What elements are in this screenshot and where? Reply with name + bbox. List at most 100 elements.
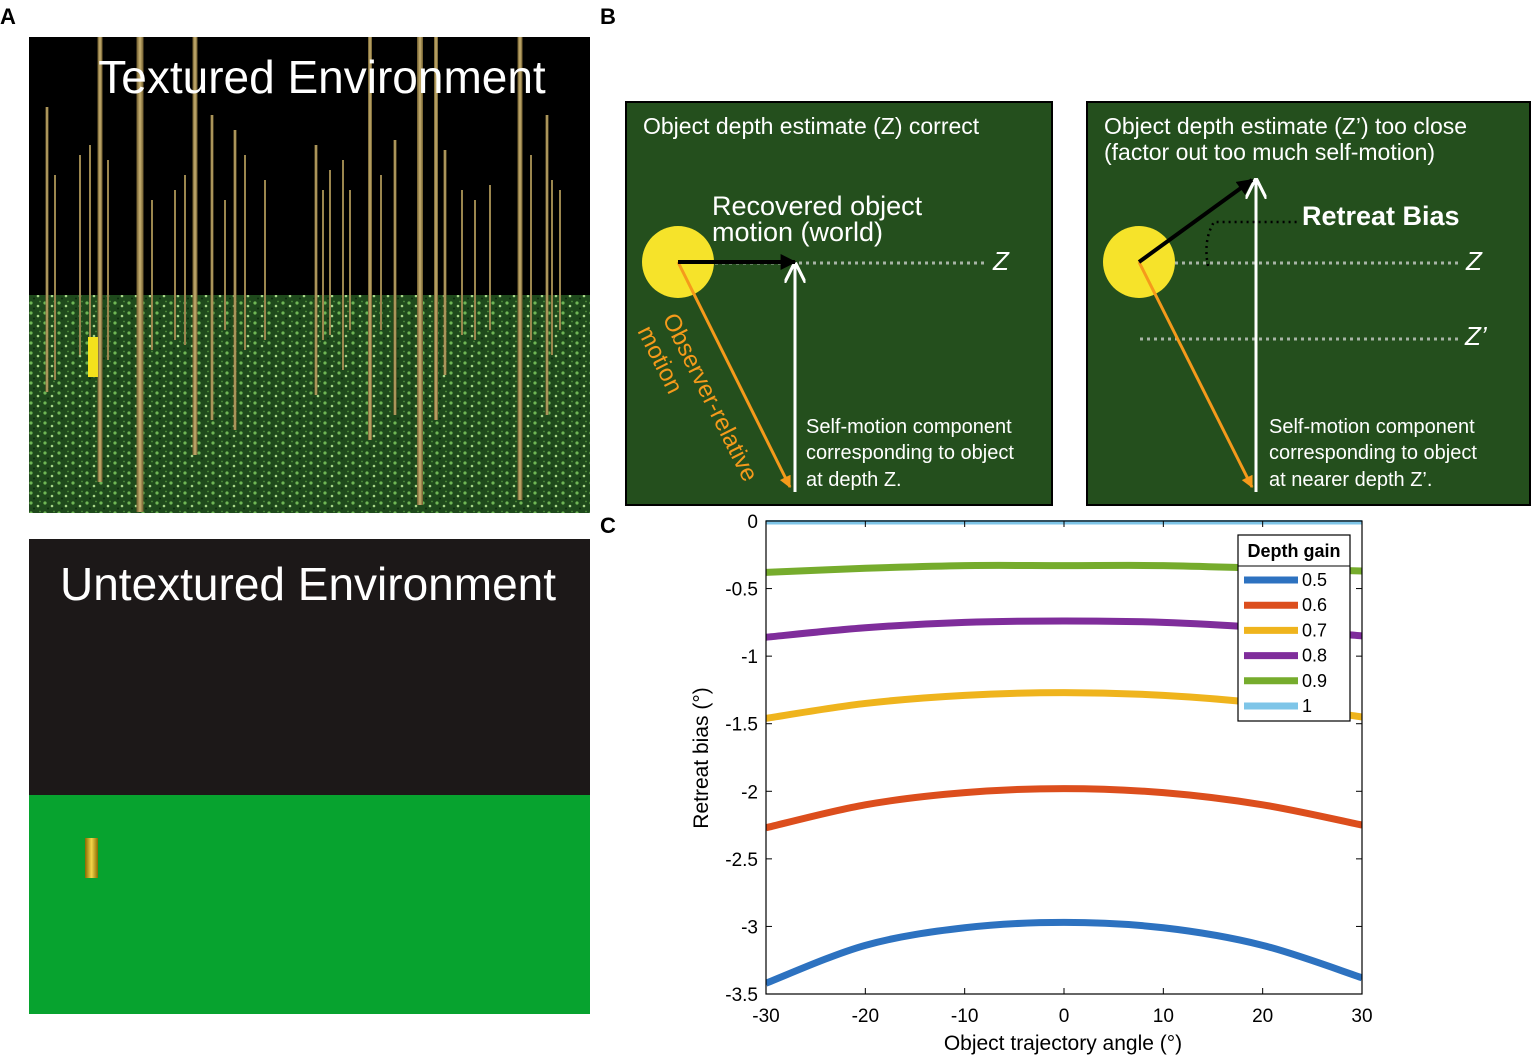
bamboo-pole (417, 37, 423, 505)
bamboo-pole (489, 185, 491, 330)
textured-ground (29, 295, 590, 513)
self-motion-label: corresponding to object (1269, 442, 1477, 464)
textured-sky (29, 37, 590, 295)
depth-zprime-label: Z’ (1464, 321, 1488, 351)
bamboo-pole (461, 190, 463, 335)
bamboo-pole (192, 37, 198, 455)
bamboo-pole (264, 180, 266, 340)
legend-label: 0.7 (1302, 620, 1327, 640)
bamboo-pole (97, 37, 103, 482)
y-tick-label: -1.5 (725, 715, 758, 736)
diagram-heading: (factor out too much self-motion) (1104, 139, 1435, 165)
x-tick-label: 10 (1153, 1006, 1174, 1027)
legend-title: Depth gain (1248, 541, 1341, 561)
bamboo-pole (517, 37, 523, 500)
diagram-heading: Object depth estimate (Z) correct (643, 113, 980, 139)
retreat-bias-label: Retreat Bias (1302, 201, 1460, 231)
depth-z-label: Z (1465, 246, 1483, 276)
retreat-bias-chart: 0 -0.5 -1 -1.5 -2 -2.5 -3 -3.5 -30 -20 -10 0 10 20 30… (690, 512, 1373, 1055)
diagram-too-close-depth: Object depth estimate (Z’) too close (fa… (1086, 101, 1531, 506)
bamboo-pole (314, 145, 318, 395)
series-line-0.5 (766, 918, 1362, 987)
bamboo-pole (530, 155, 532, 340)
bamboo-pole (107, 160, 109, 360)
legend-label: 0.5 (1302, 570, 1327, 590)
y-axis-label: Retreat bias (°) (690, 687, 713, 828)
panel-c-letter: C (600, 513, 616, 538)
y-tick-label: -1 (741, 647, 758, 668)
self-motion-label: Self-motion component (806, 416, 1012, 438)
y-tick-label: -3.5 (725, 985, 758, 1006)
bamboo-pole (474, 200, 476, 340)
bamboo-pole (54, 175, 56, 380)
legend: Depth gain 0.5 0.6 0.7 0.8 0.9 1 (1237, 534, 1351, 722)
self-motion-label: at nearer depth Z’. (1269, 469, 1432, 491)
self-motion-label: Self-motion component (1269, 416, 1475, 438)
y-tick-label: -2.5 (725, 850, 758, 871)
untextured-environment-title: Untextured Environment (60, 558, 556, 610)
x-tick-label: 30 (1351, 1006, 1372, 1027)
bamboo-pole (136, 37, 144, 512)
diagram-heading: Object depth estimate (Z’) too close (1104, 113, 1467, 139)
y-tick-label: -2 (741, 782, 758, 803)
bamboo-pole (233, 130, 237, 430)
observer-relative-arrow (676, 261, 792, 489)
legend-label: 0.6 (1302, 595, 1327, 615)
bamboo-pole (551, 180, 553, 355)
bamboo-pole (545, 115, 549, 415)
bamboo-pole (329, 170, 331, 335)
bamboo-poles (45, 37, 561, 512)
y-axis: 0 -0.5 -1 -1.5 -2 -2.5 -3 -3.5 (725, 512, 1362, 1006)
bamboo-pole (79, 155, 81, 355)
bamboo-pole (244, 155, 246, 350)
bamboo-pole (184, 175, 186, 345)
bamboo-pole (210, 115, 214, 420)
bamboo-pole (174, 190, 176, 340)
bamboo-pole (45, 107, 49, 392)
legend-label: 0.9 (1302, 671, 1327, 691)
bamboo-pole (368, 37, 372, 440)
recovered-motion-label: Recovered object (712, 191, 923, 221)
series-line-0.6 (766, 785, 1362, 832)
recovered-motion-arrow (1137, 178, 1254, 264)
bamboo-pole (380, 175, 382, 330)
textured-environment-title: Textured Environment (98, 51, 546, 103)
legend-label: 1 (1302, 696, 1312, 716)
observer-relative-arrow (1137, 261, 1254, 489)
target-object (85, 838, 98, 878)
panel-b-letter: B (600, 4, 616, 29)
untextured-environment-scene: Untextured Environment (29, 539, 590, 1014)
x-tick-label: -20 (852, 1006, 879, 1027)
self-motion-label: corresponding to object (806, 442, 1014, 464)
legend-items: 0.5 0.6 0.7 0.8 0.9 1 (1244, 570, 1327, 716)
x-tick-label: 20 (1252, 1006, 1273, 1027)
y-tick-label: 0 (747, 512, 758, 533)
y-tick-label: -0.5 (725, 580, 758, 601)
y-tick-label: -3 (741, 917, 758, 938)
bamboo-pole (322, 190, 324, 340)
textured-environment-scene: Textured Environment (29, 37, 590, 513)
x-tick-label: -10 (951, 1006, 978, 1027)
bamboo-pole (224, 200, 226, 330)
bamboo-pole (151, 200, 153, 350)
bamboo-pole (89, 145, 91, 370)
x-tick-label: 0 (1059, 1006, 1070, 1027)
bamboo-pole (393, 140, 397, 415)
x-axis: -30 -20 -10 0 10 20 30 (752, 521, 1373, 1027)
recovered-motion-label: motion (world) (712, 217, 883, 247)
x-tick-label: -30 (752, 1006, 779, 1027)
untextured-sky (29, 539, 590, 795)
target-object (88, 337, 98, 377)
panel-a-letter: A (0, 4, 16, 29)
depth-z-label: Z (992, 246, 1010, 276)
self-motion-label: at depth Z. (806, 469, 902, 491)
bamboo-pole (434, 37, 438, 420)
legend-label: 0.8 (1302, 646, 1327, 666)
bamboo-pole (349, 190, 351, 330)
bamboo-pole (443, 150, 447, 375)
x-axis-label: Object trajectory angle (°) (944, 1032, 1182, 1055)
diagram-correct-depth: Object depth estimate (Z) correct Recove… (625, 101, 1053, 506)
bamboo-pole (342, 160, 344, 370)
untextured-ground (29, 795, 590, 1014)
